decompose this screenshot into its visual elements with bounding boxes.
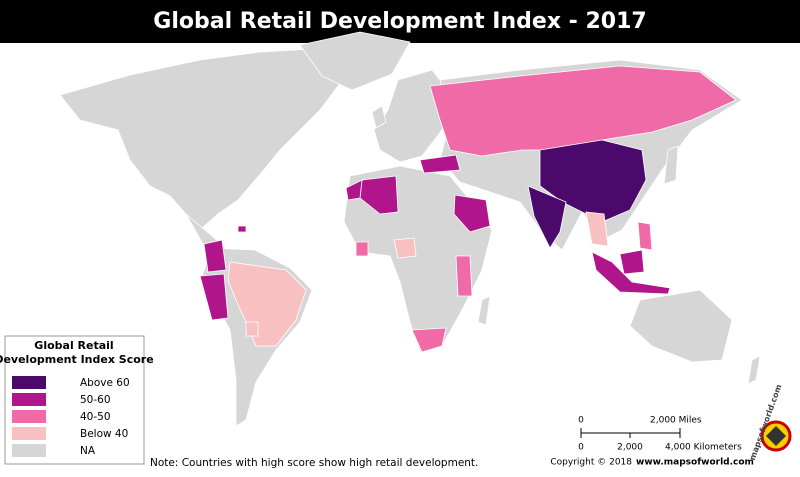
ivory-coast (355, 241, 369, 257)
malaysia-indonesia (591, 251, 671, 295)
borneo (619, 249, 645, 275)
legend-swatch (12, 444, 46, 457)
colombia (203, 239, 227, 273)
title-bar (0, 0, 800, 43)
dominican-republic (237, 225, 247, 233)
legend-items: Above 60 50-60 40-50 Below 40 NA (12, 376, 130, 457)
scale-bar: 0 2,000 Miles 0 2,000 4,000 Kilometers (578, 416, 742, 453)
russia (429, 65, 737, 157)
new-zealand (747, 355, 761, 385)
japan (663, 145, 679, 185)
legend-label: 50-60 (80, 394, 111, 406)
scale-label: 2,000 (617, 443, 643, 453)
legend-label: 40-50 (80, 411, 111, 423)
legend-swatch (12, 393, 46, 406)
title: Global Retail Development Index - 2017 (153, 9, 646, 34)
legend: Global Retail Development Index Score Ab… (0, 335, 154, 465)
morocco (345, 179, 363, 201)
legend-swatch (12, 427, 46, 440)
nigeria (393, 237, 417, 259)
copyright: Copyright © 2018 (550, 458, 632, 468)
legend-swatch (12, 410, 46, 423)
legend-label: Above 60 (80, 377, 130, 389)
philippines (637, 221, 653, 251)
peru (199, 273, 229, 321)
note: Note: Countries with high score show hig… (150, 457, 478, 469)
south-africa (411, 327, 447, 353)
madagascar (477, 295, 491, 326)
map (59, 31, 761, 427)
greenland (299, 31, 411, 91)
turkey (419, 154, 461, 174)
saudi-arabia (453, 194, 491, 233)
uk (371, 105, 387, 129)
legend-label: NA (80, 445, 96, 457)
logo-compass (766, 426, 786, 446)
scale-label: 4,000 Kilometers (665, 443, 742, 453)
india (527, 185, 567, 249)
legend-title: Global Retail (34, 339, 113, 352)
legend-swatch (12, 376, 46, 389)
legend-label: Below 40 (80, 428, 128, 440)
scale-label: 2,000 Miles (650, 416, 702, 426)
australia (629, 289, 733, 363)
scale-label: 0 (578, 416, 584, 426)
southeast-asia (585, 211, 609, 247)
kenya-tanzania (455, 255, 473, 297)
north-america (59, 47, 351, 229)
site: www.mapsofworld.com (636, 458, 754, 468)
scale-label: 0 (578, 443, 584, 453)
legend-title: Development Index Score (0, 353, 154, 366)
china (539, 139, 647, 223)
paraguay (245, 321, 259, 337)
